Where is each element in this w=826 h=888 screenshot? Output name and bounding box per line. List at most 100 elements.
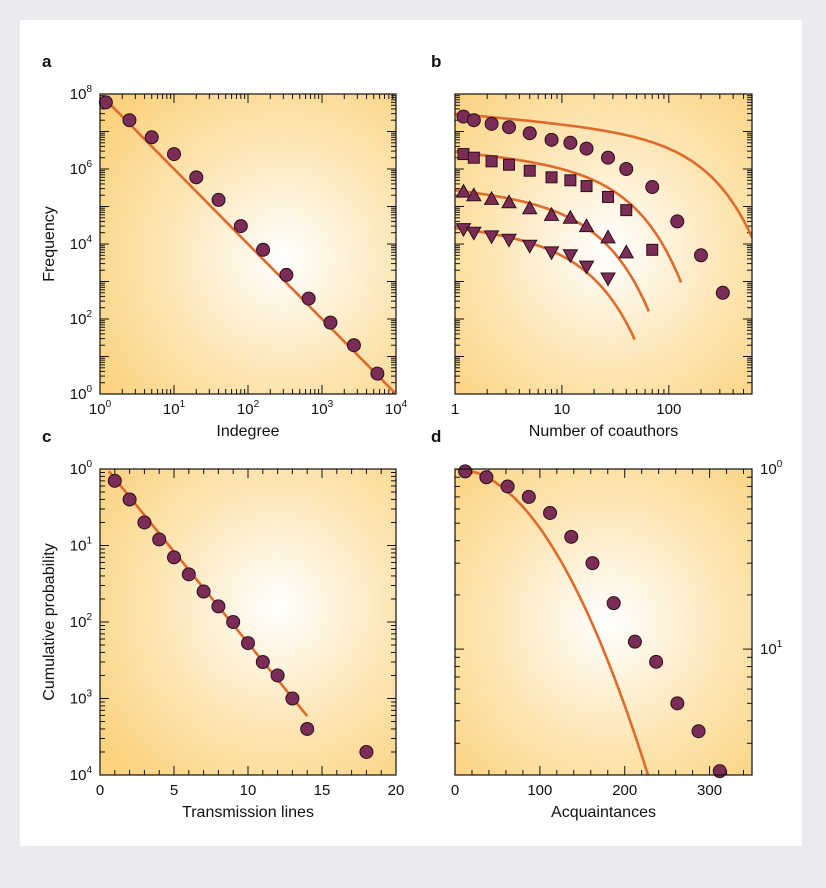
data-point-circle <box>715 285 730 300</box>
panel-letter: a <box>42 52 52 71</box>
plot-area <box>455 469 752 775</box>
data-point-circle <box>189 170 204 185</box>
data-point-circle <box>167 147 181 162</box>
data-point-triangle-up <box>562 209 579 224</box>
data-point-triangle-down <box>501 233 517 248</box>
data-point-circle <box>649 654 664 669</box>
data-point-circle <box>522 126 537 141</box>
data-point-circle <box>606 596 621 611</box>
panel-letter: d <box>431 427 441 446</box>
x-tick-label: 100 <box>527 782 552 799</box>
data-point-circle <box>233 219 248 234</box>
x-tick-label: 0 <box>451 782 459 799</box>
x-tick-label: 300 <box>697 782 722 799</box>
axis-ticks <box>99 468 397 776</box>
x-tick-label: 10 <box>240 782 257 799</box>
data-point-circle <box>196 584 211 599</box>
data-point-circle <box>579 141 594 156</box>
x-tick-label: 20 <box>388 782 405 799</box>
y-tick-label: 101 <box>760 639 783 658</box>
data-point-square <box>523 164 536 177</box>
x-tick-label: 0 <box>96 782 104 799</box>
data-point-circle <box>152 532 167 547</box>
data-point-triangle-down <box>578 260 595 275</box>
data-points <box>98 95 385 381</box>
data-point-circle <box>279 267 294 282</box>
x-axis-label: Indegree <box>216 423 279 440</box>
x-tick-label: 103 <box>311 399 334 418</box>
y-tick-label: 100 <box>70 384 93 403</box>
panel-letter: c <box>42 427 51 446</box>
data-point-triangle-up <box>521 200 538 215</box>
y-tick-label: 104 <box>70 765 93 784</box>
data-point-circle <box>564 529 579 544</box>
data-point-circle <box>211 599 226 614</box>
plot-frame <box>99 93 397 395</box>
data-point-circle <box>370 366 385 381</box>
y-tick-label: 102 <box>70 612 93 631</box>
data-point-circle <box>301 291 316 306</box>
axis-ticks <box>454 93 753 395</box>
data-point-circle <box>544 132 559 147</box>
data-points <box>107 473 374 759</box>
data-point-square <box>564 174 577 187</box>
x-tick-label: 100 <box>89 399 112 418</box>
data-point-circle <box>167 550 181 565</box>
data-point-square <box>646 243 659 256</box>
plot-frame <box>454 93 753 395</box>
data-point-circle <box>359 744 374 759</box>
data-point-circle <box>107 473 122 488</box>
plot-frame <box>454 468 753 776</box>
data-point-triangle-down <box>600 272 616 287</box>
data-point-square <box>467 151 480 164</box>
panel-b: 1 10 100 Number of coauthors b <box>431 52 753 440</box>
data-point-circle <box>502 120 517 135</box>
data-point-circle <box>226 615 241 629</box>
x-tick-label: 104 <box>385 399 408 418</box>
data-point-triangle-down <box>483 230 500 245</box>
y-tick-label: 101 <box>70 536 93 555</box>
data-point-circle <box>256 242 271 257</box>
x-tick-label: 10 <box>554 401 571 418</box>
data-point-circle <box>137 515 152 530</box>
panel-d: 0 100 200 300 100 101 Acquaintances d <box>431 427 783 821</box>
y-tick-label: 102 <box>70 309 93 328</box>
data-point-circle <box>300 721 315 736</box>
data-point-circle <box>691 724 706 739</box>
data-point-square <box>457 148 470 161</box>
fit-curve-1 <box>455 112 752 238</box>
y-tick-label: 100 <box>70 459 93 478</box>
x-tick-label: 200 <box>612 782 637 799</box>
data-point-square <box>485 155 498 168</box>
x-tick-label: 101 <box>163 399 186 418</box>
data-point-circle <box>211 192 226 207</box>
data-point-triangle-up <box>465 187 482 202</box>
data-point-triangle-up <box>600 229 616 244</box>
x-tick-label: 1 <box>451 401 459 418</box>
data-point-triangle-down <box>543 246 560 261</box>
data-point-circle <box>585 556 600 571</box>
data-point-circle <box>484 116 499 131</box>
x-tick-label: 102 <box>237 399 260 418</box>
data-point-circle <box>458 464 473 479</box>
x-tick-label: 100 <box>656 401 681 418</box>
data-point-square <box>620 204 633 217</box>
data-point-circle <box>98 95 113 110</box>
data-point-triangle-up <box>483 190 500 205</box>
y-tick-label: 100 <box>760 459 783 478</box>
data-points <box>455 109 730 300</box>
x-tick-label: 5 <box>170 782 178 799</box>
data-point-circle <box>670 696 685 711</box>
plot-area <box>455 94 752 394</box>
data-point-square <box>503 158 516 171</box>
data-point-square <box>545 171 558 184</box>
data-point-circle <box>601 150 616 165</box>
data-point-circle <box>346 338 361 353</box>
data-point-circle <box>144 130 159 145</box>
data-point-circle <box>181 567 196 582</box>
panel-c: 0 5 10 15 20 100 101 102 103 104 Transmission line… <box>41 427 404 821</box>
data-point-triangle-up <box>618 244 635 259</box>
data-point-triangle-up <box>543 206 560 221</box>
x-axis-label: Acquaintances <box>551 804 656 821</box>
